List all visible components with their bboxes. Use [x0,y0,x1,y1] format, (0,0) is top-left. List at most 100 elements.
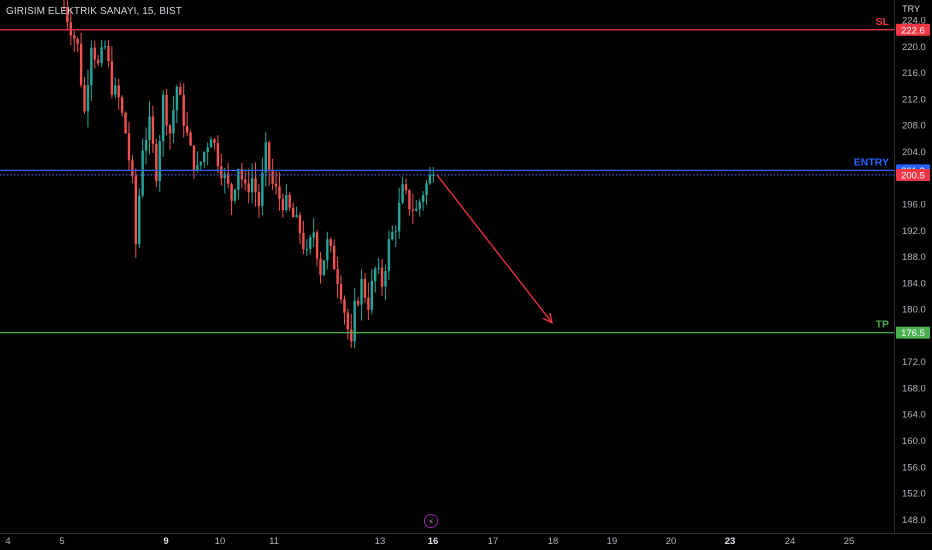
price-tag-label: 222.6 [901,25,925,36]
candle-body [332,245,336,270]
x-tick-label: 16 [428,536,439,547]
candle-body [83,84,86,112]
candle-body [384,271,387,287]
candle-body [73,35,76,39]
candle-body [158,141,161,182]
candle-body [425,183,428,196]
candle-body [326,239,329,261]
y-tick-label: 172.0 [902,357,926,368]
y-tick-label: 220.0 [902,42,926,53]
candle-body [76,38,79,44]
candle-body [380,267,384,287]
candle-body [274,183,278,187]
candle-body [233,189,237,201]
x-tick-label: 25 [844,536,855,547]
y-tick-label: 216.0 [902,68,926,79]
y-tick-label: 208.0 [902,121,926,132]
candle-body [278,186,281,200]
time-axis: 4 5 9 10 11 13 16 17 18 19 20 23 24 25 [0,533,932,547]
candle-body [114,85,117,95]
candle-body [370,280,373,310]
candle-body [356,300,360,305]
candle-body [189,132,192,146]
candle-body [107,45,110,62]
candle-body [138,195,141,245]
symbol-title: GIRISIM ELEKTRIK SANAYI, 15, BIST [6,6,182,17]
lightning-icon[interactable]: ⚡ [424,514,438,528]
candle-body [117,85,120,98]
candle-body [329,239,332,246]
candle-body [374,268,377,281]
candle-body [90,47,93,86]
level-name: ENTRY [854,156,889,168]
candle-body [268,142,271,170]
candle-body [226,173,230,184]
candle-body [343,299,346,313]
candle-body [264,142,267,173]
x-tick-label: 5 [59,536,64,547]
forecast-arrow [436,174,553,324]
price-tag [896,23,930,36]
candle-body [120,97,124,113]
candle-body [220,166,223,179]
candle-body [387,239,391,272]
candle-body [404,184,408,191]
candle-body [141,150,144,196]
y-tick-label: 156.0 [902,462,926,473]
candle-body [363,278,367,298]
price-tag [896,326,930,339]
candle-body [230,183,233,201]
x-tick-label: 10 [215,536,226,547]
candle-body [127,133,131,161]
candle-body [350,329,353,342]
candle-body [223,173,226,179]
candle-body [216,142,220,167]
y-tick-label: 224.0 [902,16,926,27]
candle-body [360,278,363,305]
candle-body [257,192,261,207]
y-tick-label: 188.0 [902,252,926,263]
candle-body [336,269,339,285]
y-tick-label: 204.0 [902,147,926,158]
candle-body [295,215,298,218]
candle-body [302,232,305,250]
candle-body [155,143,158,182]
price-tag-label: 200.5 [901,170,925,181]
candle-body [305,249,309,251]
x-tick-label: 23 [725,536,736,547]
candle-body [315,232,319,259]
x-tick-label: 11 [269,536,279,547]
candle-body [432,174,435,176]
candle-body [182,94,185,126]
candle-body [291,207,295,218]
candle-body [196,165,199,171]
candle-body [213,139,216,143]
candle-body [397,202,401,232]
x-tick-label: 24 [785,536,796,547]
candle-body [339,284,343,300]
candle-body [203,152,206,162]
candle-body [179,86,182,95]
candle-body [285,194,288,211]
candle-body [185,125,189,133]
x-tick-label: 18 [548,536,559,547]
candle-body [97,59,100,64]
candle-body [377,267,380,269]
candle-body [288,194,291,208]
x-tick-label: 4 [5,536,10,547]
candle-body [415,208,418,211]
y-tick-label: 160.0 [902,436,926,447]
candle-body [93,47,96,60]
y-tick-label: 180.0 [902,305,926,316]
currency-label: TRY [902,4,920,14]
candle-body [271,169,274,184]
candle-body [168,125,172,134]
candle-body [165,94,168,126]
candle-body [312,232,315,238]
candle-body [144,140,148,151]
level-name: SL [876,16,890,28]
candle-body [281,199,285,211]
candle-body [411,209,415,211]
